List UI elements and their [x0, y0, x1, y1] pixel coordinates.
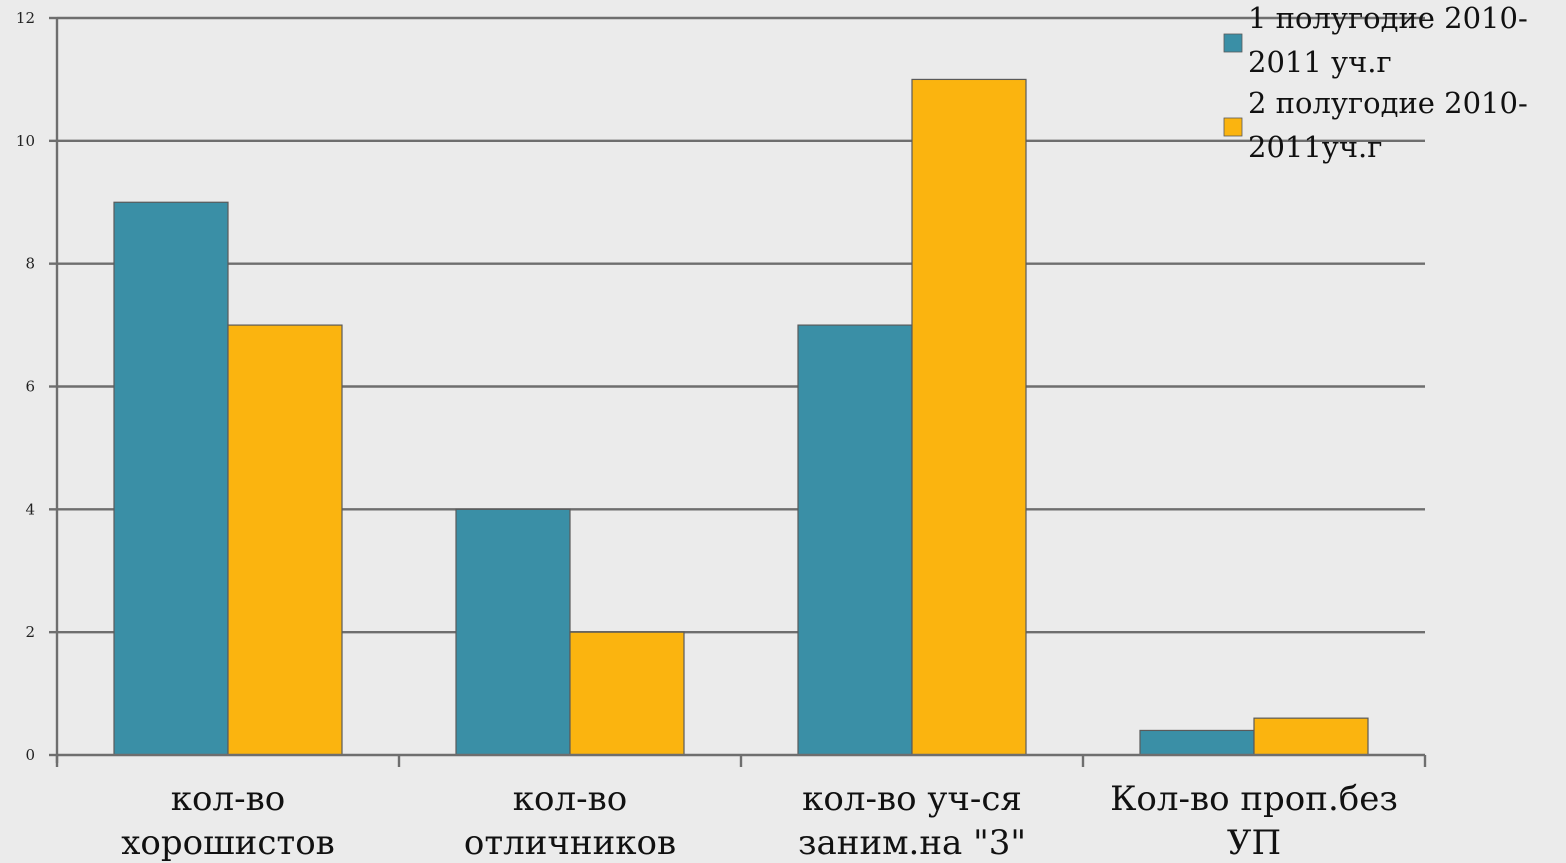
x-tick-label: отличников [464, 823, 676, 863]
bar-series-1-cat-4 [1139, 729, 1255, 756]
bar-series-2-cat-2 [569, 631, 685, 756]
y-tick-label: 10 [16, 132, 35, 150]
legend-label: 2011 уч.г [1248, 45, 1392, 79]
x-tick-label: кол-во [171, 779, 285, 819]
legend-label: 2011уч.г [1248, 130, 1382, 164]
bar-series-2-cat-3 [911, 78, 1027, 756]
legend-label: 1 полугодие 2010- [1248, 1, 1528, 35]
bar-series-1-cat-2 [455, 508, 571, 756]
x-tick-label: кол-во уч-ся [802, 779, 1022, 819]
axes [49, 16, 1427, 767]
bars [113, 78, 1369, 756]
x-tick-label: хорошистов [121, 823, 335, 863]
y-tick-label: 12 [16, 9, 35, 27]
x-tick-label: заним.на "3" [798, 823, 1026, 863]
y-tick-label: 8 [25, 255, 35, 273]
legend-key-series-1 [1223, 33, 1243, 53]
x-tick-label: Кол-во проп.без [1110, 779, 1398, 819]
bar-series-1-cat-3 [797, 324, 913, 756]
y-tick-labels: 0 2 4 6 8 10 12 [16, 9, 35, 764]
legend: 1 полугодие 2010- 2011 уч.г 2 полугодие 20… [1223, 1, 1528, 164]
bar-series-1-cat-1 [113, 201, 229, 756]
y-tick-label: 2 [25, 623, 35, 641]
legend-label: 2 полугодие 2010- [1248, 86, 1528, 120]
y-tick-label: 4 [25, 500, 35, 518]
x-tick-label: УП [1227, 823, 1281, 863]
bar-series-2-cat-1 [227, 324, 343, 756]
y-tick-label: 0 [25, 746, 35, 764]
y-tick-label: 6 [25, 378, 35, 396]
x-tick-label: кол-во [513, 779, 627, 819]
legend-key-series-2 [1223, 117, 1243, 137]
bar-series-2-cat-4 [1253, 717, 1369, 756]
